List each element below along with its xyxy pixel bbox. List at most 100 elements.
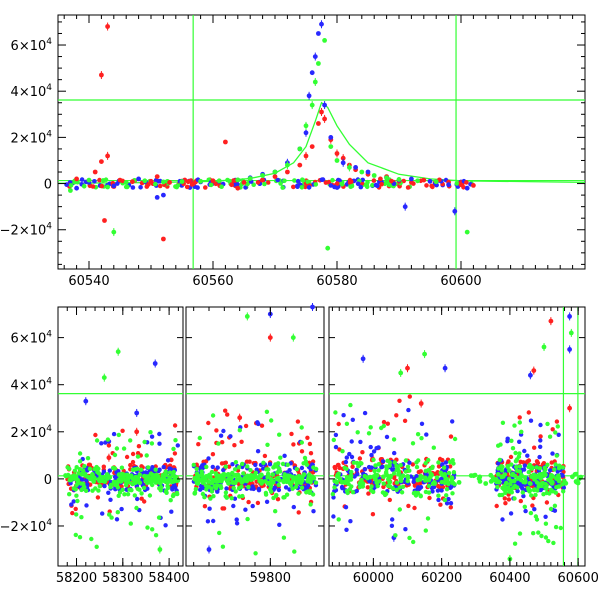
data-point — [517, 531, 523, 536]
data-point — [251, 486, 256, 492]
data-point — [114, 517, 120, 522]
data-point — [522, 479, 528, 485]
data-point — [305, 179, 311, 185]
data-point — [206, 420, 211, 426]
data-point — [450, 480, 456, 486]
data-point — [439, 476, 444, 481]
data-point — [95, 469, 100, 475]
data-point — [513, 450, 518, 456]
data-point — [331, 495, 336, 500]
data-point — [526, 470, 531, 475]
data-point — [267, 462, 273, 467]
data-point — [316, 61, 321, 66]
data-point — [464, 185, 470, 191]
data-point — [216, 478, 222, 484]
data-point — [305, 478, 311, 484]
data-point — [507, 468, 512, 473]
data-point — [260, 177, 265, 183]
data-point — [132, 493, 137, 498]
data-point — [309, 144, 315, 150]
data-point — [135, 454, 141, 459]
data-point — [427, 178, 433, 184]
data-point — [390, 467, 395, 472]
x-tick-label: 60000 — [353, 571, 394, 586]
data-point — [411, 491, 417, 496]
y-tick-exponent: 4 — [46, 424, 52, 434]
data-point — [138, 185, 143, 190]
data-point — [110, 465, 116, 471]
data-point — [328, 183, 334, 188]
data-point — [415, 178, 420, 184]
data-point — [423, 475, 428, 481]
x-tick-label: 60600 — [440, 274, 481, 289]
data-point — [134, 505, 139, 511]
data-point — [549, 481, 555, 486]
data-point — [528, 481, 533, 486]
data-point — [450, 419, 455, 424]
y-tick-label: −2×104 — [0, 518, 52, 535]
data-point — [153, 181, 158, 187]
data-point — [165, 458, 171, 463]
data-point — [282, 453, 287, 458]
data-point — [139, 464, 144, 469]
data-point — [240, 461, 245, 467]
data-point — [349, 469, 354, 475]
data-point — [256, 486, 262, 492]
data-point — [277, 522, 282, 527]
data-point — [512, 423, 517, 428]
data-point — [172, 475, 178, 481]
data-point — [418, 485, 423, 490]
data-point — [348, 402, 353, 408]
axis-segment: 60000 60200 60400 60600 — [328, 306, 599, 586]
data-point — [295, 184, 300, 189]
data-point — [209, 486, 214, 491]
data-point — [92, 169, 98, 175]
data-point — [309, 474, 315, 480]
data-point — [124, 483, 129, 488]
data-point — [500, 492, 505, 498]
data-point — [556, 432, 561, 437]
data-point — [561, 485, 566, 490]
data-point — [522, 504, 527, 509]
data-point — [496, 479, 502, 485]
data-point — [305, 483, 311, 488]
data-point — [557, 463, 562, 468]
data-point — [128, 438, 133, 443]
axis-segment: 58200 58300 58400 — [56, 306, 190, 586]
data-point — [451, 470, 457, 475]
data-point — [87, 466, 93, 471]
data-point — [100, 511, 105, 516]
data-point — [121, 446, 127, 451]
data-point — [410, 441, 416, 446]
data-point — [348, 474, 354, 480]
data-point — [130, 179, 135, 185]
data-point — [216, 178, 222, 184]
data-point — [280, 185, 286, 190]
data-point — [497, 457, 502, 463]
data-point — [550, 451, 555, 456]
data-point — [398, 463, 403, 468]
data-point — [106, 443, 112, 448]
data-point — [214, 428, 219, 433]
data-point — [347, 451, 352, 457]
data-point — [446, 496, 451, 502]
data-point — [444, 501, 450, 506]
data-point — [71, 499, 76, 504]
data-point — [536, 530, 541, 535]
data-point — [442, 480, 448, 485]
data-point — [503, 501, 508, 506]
data-point — [407, 394, 412, 399]
data-point — [245, 464, 250, 469]
y-tick-label: 6×104 — [11, 37, 53, 54]
x-tick-label: 60400 — [489, 571, 530, 586]
data-point — [203, 185, 208, 190]
data-point — [392, 475, 397, 480]
data-point — [94, 438, 100, 443]
data-point — [200, 464, 205, 470]
data-point — [122, 492, 127, 497]
data-point — [99, 477, 105, 483]
data-point — [153, 473, 159, 478]
data-point — [342, 465, 347, 470]
data-point — [130, 459, 136, 465]
data-point — [347, 487, 353, 492]
